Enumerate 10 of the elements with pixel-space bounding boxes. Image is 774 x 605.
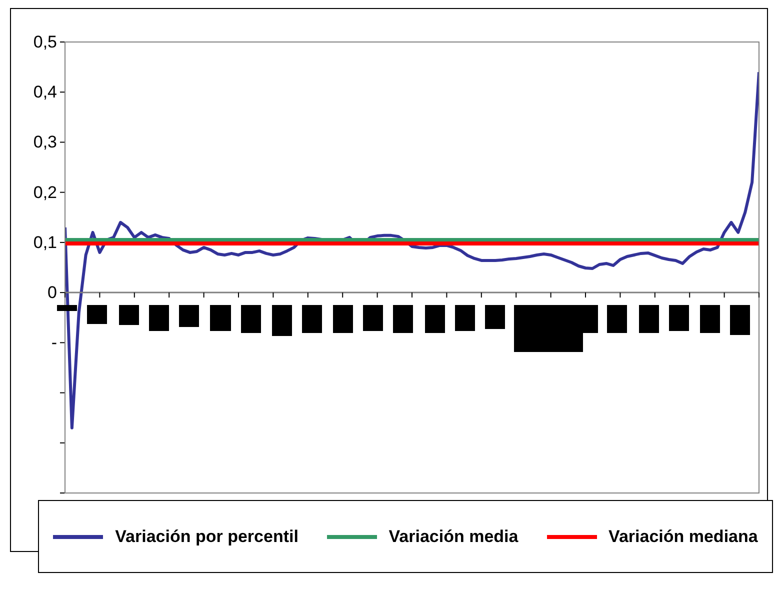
legend-label: Variación mediana <box>608 526 758 546</box>
y-tick-label: 0,4 <box>33 82 57 102</box>
y-tick-label: 0,5 <box>33 32 57 52</box>
y-tick-label: 0,3 <box>33 132 57 152</box>
y-tick-label: 0,1 <box>33 232 57 252</box>
legend-label: Variación por percentil <box>115 526 298 546</box>
y-tick-label: 0,2 <box>33 182 57 202</box>
y-tick-label: 0 <box>48 283 57 302</box>
legend-label: Variación media <box>388 526 518 546</box>
y-tick-label: - <box>51 333 57 352</box>
